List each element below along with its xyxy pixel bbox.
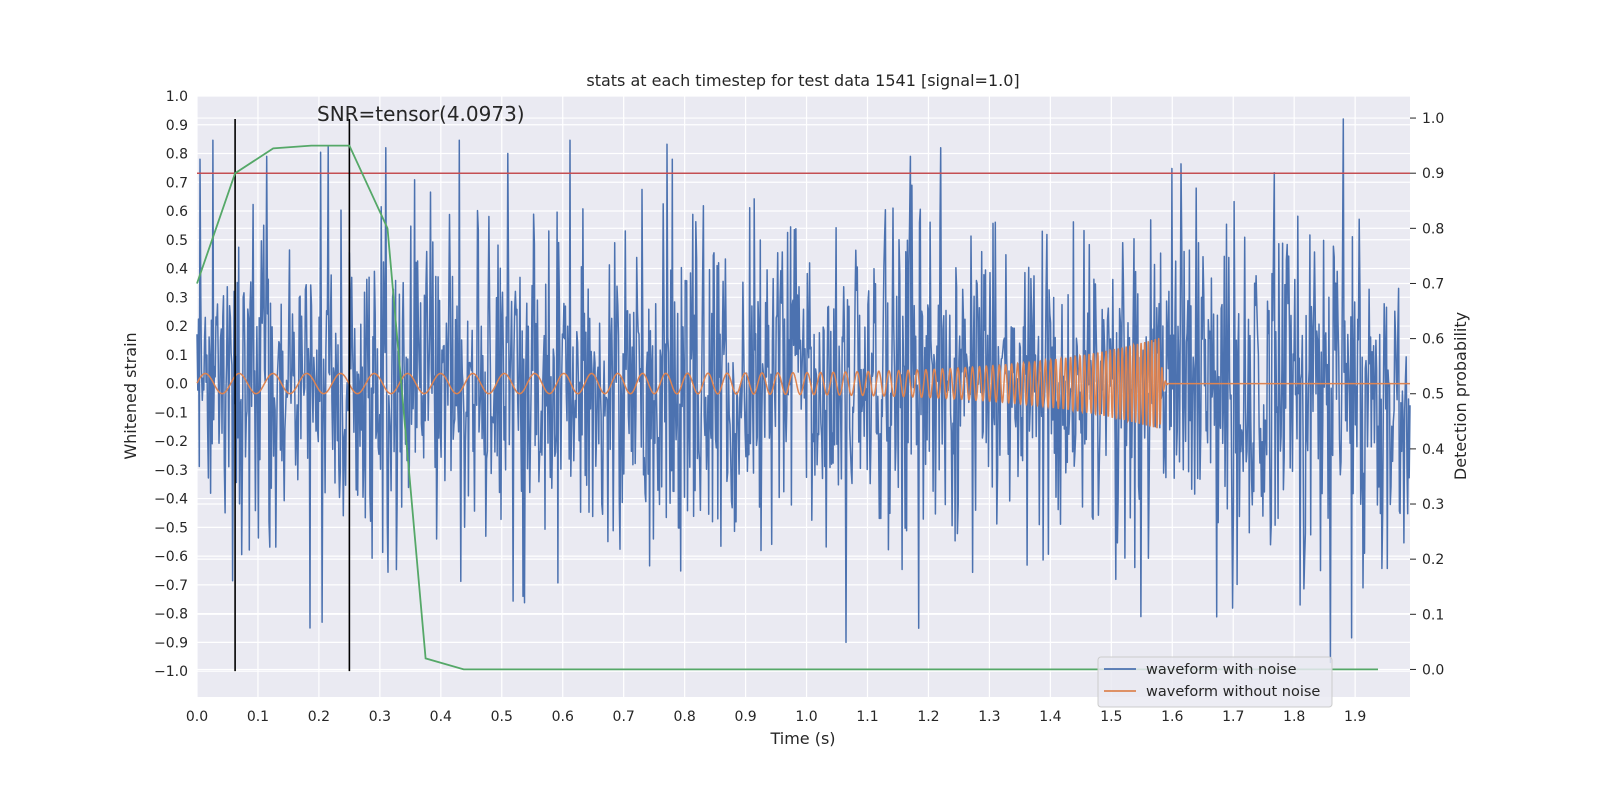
x-tick-label: 0.9 (734, 709, 756, 725)
y2-tick-label: 1.0 (1422, 111, 1444, 127)
y-tick-label: 0.6 (166, 204, 188, 220)
x-tick-label: 0.7 (613, 709, 635, 725)
vertical-markers (234, 119, 351, 672)
x-axis-label: Time (s) (769, 729, 835, 748)
x-tick-label: 0.8 (674, 709, 696, 725)
x-tick-label: 1.7 (1222, 709, 1244, 725)
legend-frame (1097, 656, 1333, 708)
snr-annotation: SNR=tensor(4.0973) (317, 102, 525, 126)
y-axis-label: Whitened strain (121, 332, 140, 459)
y2-tick-label: 0.7 (1422, 276, 1444, 292)
x-tick-label: 1.6 (1161, 709, 1183, 725)
x-tick-label: 1.2 (917, 709, 939, 725)
x-tick-label: 1.5 (1100, 709, 1122, 725)
y-tick-label: −1.0 (154, 664, 188, 680)
y2-tick-label: 0.6 (1422, 332, 1444, 348)
y-tick-label: 0.9 (166, 118, 188, 134)
legend: waveform with noise waveform without noi… (1097, 656, 1333, 708)
y2-tick-label: 0.2 (1422, 552, 1444, 568)
y-tick-label: 0.0 (166, 377, 188, 393)
y2-tick-labels: 1.0 0.9 0.8 0.7 0.6 0.5 0.4 0.3 0.2 0.1 0.0 (1410, 111, 1444, 678)
legend-label-noise: waveform with noise (1146, 662, 1297, 678)
y-tick-label: 0.2 (166, 319, 188, 335)
y-tick-label: −0.2 (154, 434, 188, 450)
x-tick-labels: 0.0 0.1 0.2 0.3 0.4 0.5 0.6 0.7 0.8 0.9 1.0 1.1 1.2 1… (186, 709, 1366, 725)
y2-tick-label: 0.9 (1422, 166, 1444, 182)
x-tick-label: 0.6 (552, 709, 574, 725)
y2-tick-label: 0.8 (1422, 221, 1444, 237)
y-tick-label: 0.1 (166, 348, 188, 364)
y-tick-label: −0.1 (154, 405, 188, 421)
y2-tick-label: 0.1 (1422, 607, 1444, 623)
x-tick-label: 0.1 (247, 709, 269, 725)
x-tick-label: 0.3 (369, 709, 391, 725)
y2-axis-label: Detection probability (1451, 312, 1470, 480)
x-tick-label: 1.4 (1039, 709, 1061, 725)
y-tick-label: −0.7 (154, 578, 188, 594)
chirp-trace (196, 337, 1410, 429)
y-tick-label: 0.4 (166, 262, 188, 278)
y-tick-label: 0.3 (166, 290, 188, 306)
y-tick-label: −0.5 (154, 520, 188, 536)
y-tick-label: 1.0 (166, 89, 188, 105)
x-tick-label: 0.0 (186, 709, 208, 725)
x-tick-label: 1.8 (1283, 709, 1305, 725)
series-waveform-with-noise (196, 118, 1411, 664)
x-tick-label: 0.4 (430, 709, 452, 725)
y-gridlines (197, 95, 1410, 672)
y2-tick-label: 0.0 (1422, 662, 1444, 678)
x-tick-label: 1.1 (856, 709, 878, 725)
series-waveform-without-noise (196, 337, 1410, 429)
y-tick-label: 0.8 (166, 147, 188, 163)
y2-tick-label: 0.4 (1422, 442, 1444, 458)
x-tick-label: 1.9 (1344, 709, 1366, 725)
y-tick-label: −0.6 (154, 549, 188, 565)
y-tick-label: 0.5 (166, 233, 188, 249)
x-tick-label: 0.2 (308, 709, 330, 725)
y-tick-label: −0.8 (154, 607, 188, 623)
chart-title: stats at each timestep for test data 154… (586, 71, 1019, 90)
x-tick-label: 1.3 (978, 709, 1000, 725)
x-tick-label: 0.5 (491, 709, 513, 725)
noise-trace (196, 118, 1411, 664)
y-tick-label: −0.9 (154, 635, 188, 651)
y-tick-label: 0.7 (166, 175, 188, 191)
y2-tick-label: 0.5 (1422, 387, 1444, 403)
y-tick-label: −0.3 (154, 463, 188, 479)
y2-tick-label: 0.3 (1422, 497, 1444, 513)
y-tick-label: −0.4 (154, 492, 188, 508)
legend-label-clean: waveform without noise (1146, 684, 1320, 700)
y-tick-labels: 1.0 0.9 0.8 0.7 0.6 0.5 0.4 0.3 0.2 0.1 0.0 −0.1 −0.… (154, 89, 188, 680)
x-tick-label: 1.0 (795, 709, 817, 725)
